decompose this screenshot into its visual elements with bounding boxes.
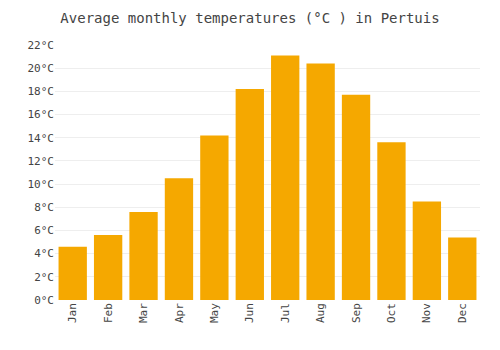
- svg-text:May: May: [208, 303, 221, 323]
- svg-text:Jan: Jan: [66, 303, 79, 323]
- svg-text:Aug: Aug: [314, 303, 327, 323]
- svg-text:4°C: 4°C: [34, 247, 54, 260]
- svg-text:Nov: Nov: [420, 303, 433, 323]
- svg-text:14°C: 14°C: [28, 132, 55, 145]
- svg-text:Average monthly temperatures (: Average monthly temperatures (°C ) in Pe…: [60, 10, 439, 26]
- svg-text:Jun: Jun: [243, 303, 256, 323]
- svg-text:2°C: 2°C: [34, 271, 54, 284]
- svg-text:Sep: Sep: [350, 303, 363, 323]
- svg-text:18°C: 18°C: [28, 85, 55, 98]
- svg-text:8°C: 8°C: [34, 201, 54, 214]
- svg-text:22°C: 22°C: [28, 39, 55, 52]
- svg-text:20°C: 20°C: [28, 62, 55, 75]
- svg-text:16°C: 16°C: [28, 108, 55, 121]
- svg-text:Jul: Jul: [279, 303, 292, 323]
- svg-text:Apr: Apr: [173, 303, 186, 323]
- svg-text:6°C: 6°C: [34, 224, 54, 237]
- svg-text:Feb: Feb: [102, 303, 115, 323]
- svg-text:Mar: Mar: [137, 303, 150, 323]
- svg-text:0°C: 0°C: [34, 294, 54, 307]
- svg-text:12°C: 12°C: [28, 155, 55, 168]
- svg-text:Oct: Oct: [385, 303, 398, 323]
- svg-text:10°C: 10°C: [28, 178, 55, 191]
- svg-text:Dec: Dec: [456, 303, 469, 323]
